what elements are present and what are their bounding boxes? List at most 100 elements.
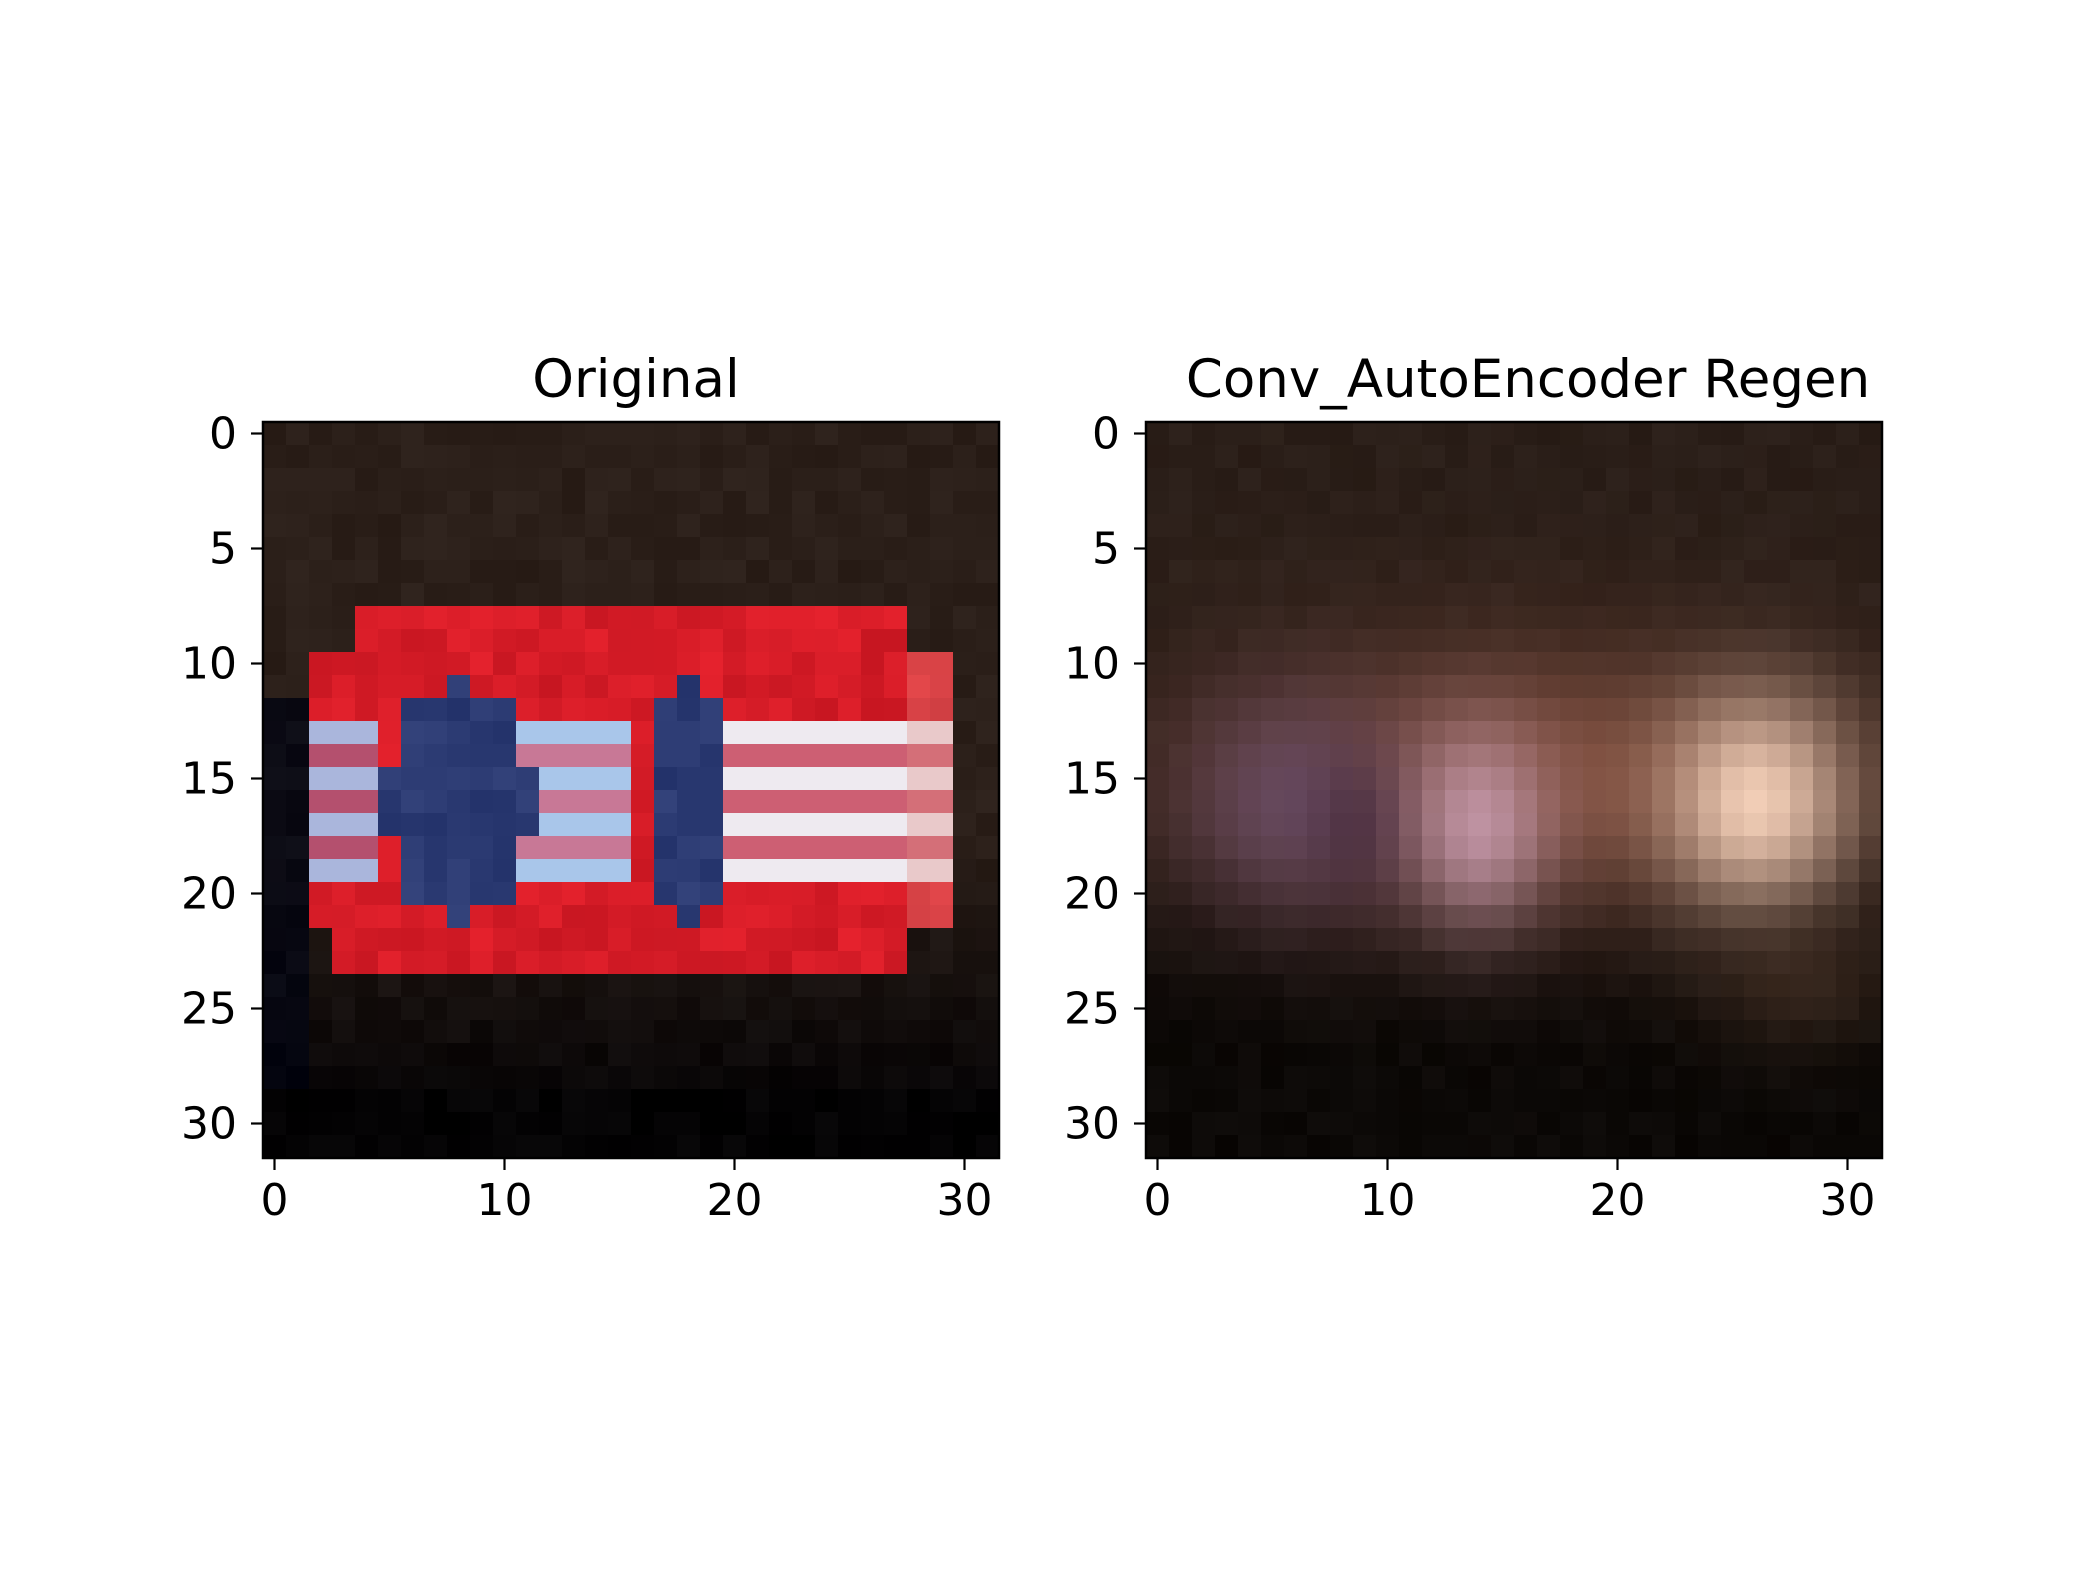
pixel (861, 698, 885, 722)
pixel (286, 1043, 310, 1067)
pixel (1790, 537, 1814, 561)
pixel (654, 560, 678, 584)
pixel (1192, 997, 1216, 1021)
pixel (838, 698, 862, 722)
pixel (700, 1043, 724, 1067)
pixel (1169, 905, 1193, 929)
pixel (309, 698, 333, 722)
pixel (355, 629, 379, 653)
pixel (1721, 859, 1745, 883)
pixel (378, 1089, 402, 1113)
panel-title-original: Original (532, 349, 739, 410)
pixel (953, 1043, 977, 1067)
pixel (1675, 951, 1699, 975)
pixel (1675, 790, 1699, 814)
pixel (1307, 606, 1331, 630)
pixel (1261, 1043, 1285, 1067)
pixel (378, 721, 402, 745)
pixel (1790, 652, 1814, 676)
pixel (286, 491, 310, 515)
pixel (631, 652, 655, 676)
pixel (424, 537, 448, 561)
pixel (1284, 652, 1308, 676)
pixel (286, 652, 310, 676)
pixel (470, 422, 494, 446)
pixel (1606, 491, 1630, 515)
pixel (884, 606, 908, 630)
pixel (930, 422, 954, 446)
pixel (378, 652, 402, 676)
pixel (1859, 606, 1883, 630)
pixel (677, 537, 701, 561)
pixel (953, 606, 977, 630)
pixel (516, 1020, 540, 1044)
pixel (424, 859, 448, 883)
pixel (1813, 951, 1837, 975)
pixel (1721, 882, 1745, 906)
pixel (424, 652, 448, 676)
pixel (378, 1020, 402, 1044)
pixel (1606, 537, 1630, 561)
pixel (1238, 859, 1262, 883)
pixel (1836, 468, 1860, 492)
pixel (1399, 675, 1423, 699)
pixel (1675, 560, 1699, 584)
pixel (1261, 836, 1285, 860)
pixel (1537, 928, 1561, 952)
pixel (953, 514, 977, 538)
pixel (769, 882, 793, 906)
pixel (1399, 583, 1423, 607)
pixel (1652, 583, 1676, 607)
pixel (1261, 721, 1285, 745)
pixel (562, 652, 586, 676)
pixel (1698, 537, 1722, 561)
pixel (769, 445, 793, 469)
pixel (263, 606, 287, 630)
pixel (1675, 1089, 1699, 1113)
pixel (1192, 744, 1216, 768)
pixel (1192, 859, 1216, 883)
pixel (585, 422, 609, 446)
pixel (1537, 1112, 1561, 1136)
pixel (1767, 882, 1791, 906)
pixel (1169, 514, 1193, 538)
pixel (953, 744, 977, 768)
pixel (976, 721, 1000, 745)
pixel (1721, 767, 1745, 791)
pixel (815, 560, 839, 584)
pixel (700, 491, 724, 515)
pixel (309, 905, 333, 929)
pixel (1238, 882, 1262, 906)
pixel (1652, 491, 1676, 515)
pixel (355, 675, 379, 699)
pixel (700, 537, 724, 561)
pixel (1698, 744, 1722, 768)
pixel (1353, 744, 1377, 768)
pixel (723, 1089, 747, 1113)
pixel (723, 1135, 747, 1159)
pixel (1790, 905, 1814, 929)
pixel (907, 1066, 931, 1090)
pixel (516, 583, 540, 607)
pixel (1790, 583, 1814, 607)
pixel (1790, 1066, 1814, 1090)
pixel (769, 583, 793, 607)
pixel (792, 606, 816, 630)
pixel (700, 1112, 724, 1136)
pixel (539, 790, 563, 814)
pixel (815, 928, 839, 952)
pixel (424, 629, 448, 653)
pixel (1744, 491, 1768, 515)
pixel (1767, 974, 1791, 998)
pixel (539, 928, 563, 952)
pixel (1583, 583, 1607, 607)
pixel (1698, 859, 1722, 883)
pixel (1468, 836, 1492, 860)
pixel (1169, 1112, 1193, 1136)
pixel (654, 675, 678, 699)
pixel (1675, 468, 1699, 492)
pixel (1422, 422, 1446, 446)
pixel (953, 652, 977, 676)
pixel (1376, 629, 1400, 653)
pixel (907, 744, 931, 768)
